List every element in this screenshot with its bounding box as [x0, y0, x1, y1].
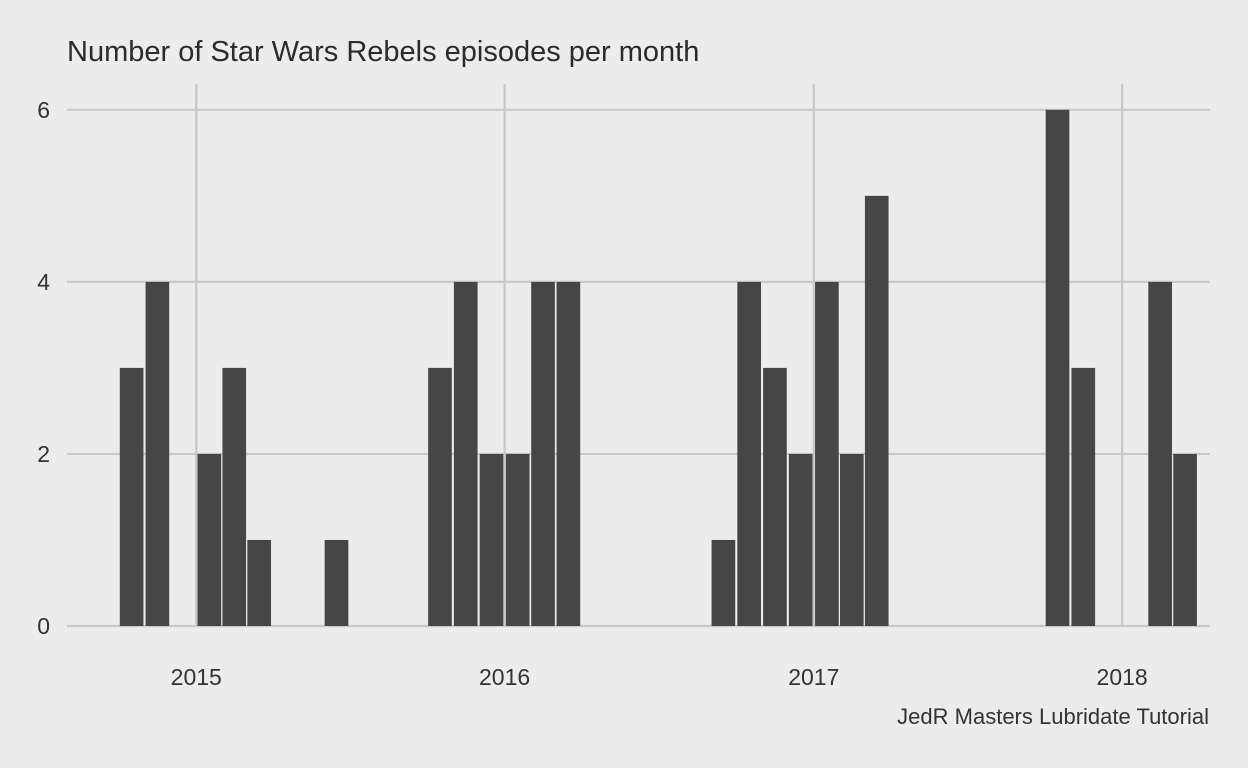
x-tick-label: 2015	[171, 664, 222, 690]
bar-2015-10	[428, 367, 452, 626]
y-tick-label: 4	[37, 269, 50, 295]
bar-2018-02	[1148, 281, 1172, 626]
bar-2017-03	[864, 195, 889, 627]
bar-2015-11	[453, 281, 478, 626]
y-tick-label: 0	[37, 613, 50, 639]
bar-2015-03	[247, 539, 272, 626]
bar-2017-10	[1045, 109, 1070, 627]
bars	[119, 109, 1197, 627]
bar-2016-02	[531, 281, 555, 626]
bar-2017-11	[1071, 367, 1096, 626]
bar-2016-11	[763, 367, 787, 626]
bar-2014-11	[145, 281, 170, 626]
bar-2016-10	[737, 281, 761, 626]
bar-2018-03	[1173, 453, 1197, 626]
bar-2017-01	[815, 281, 839, 626]
bar-2015-02	[222, 367, 247, 626]
bar-2016-03	[556, 281, 581, 626]
bar-2016-12	[788, 453, 813, 626]
x-tick-label: 2016	[479, 664, 530, 690]
y-tick-label: 2	[37, 441, 50, 467]
x-tick-label: 2017	[788, 664, 839, 690]
bar-2017-02	[839, 453, 864, 626]
x-axis-ticks: 2015 2016 2017 2018	[171, 664, 1148, 690]
bar-2015-06	[324, 539, 349, 626]
x-tick-label: 2018	[1097, 664, 1148, 690]
chart-title: Number of Star Wars Rebels episodes per …	[67, 36, 699, 68]
bar-2016-01	[505, 453, 530, 626]
bar-2014-10	[119, 367, 144, 626]
grid	[67, 84, 1210, 628]
y-axis-ticks: 0 2 4 6	[37, 97, 50, 639]
bar-2016-09	[711, 539, 736, 626]
bar-2015-01	[197, 453, 222, 626]
bar-2015-12	[479, 453, 504, 626]
chart-caption: JedR Masters Lubridate Tutorial	[897, 704, 1209, 729]
y-tick-label: 6	[37, 97, 50, 123]
